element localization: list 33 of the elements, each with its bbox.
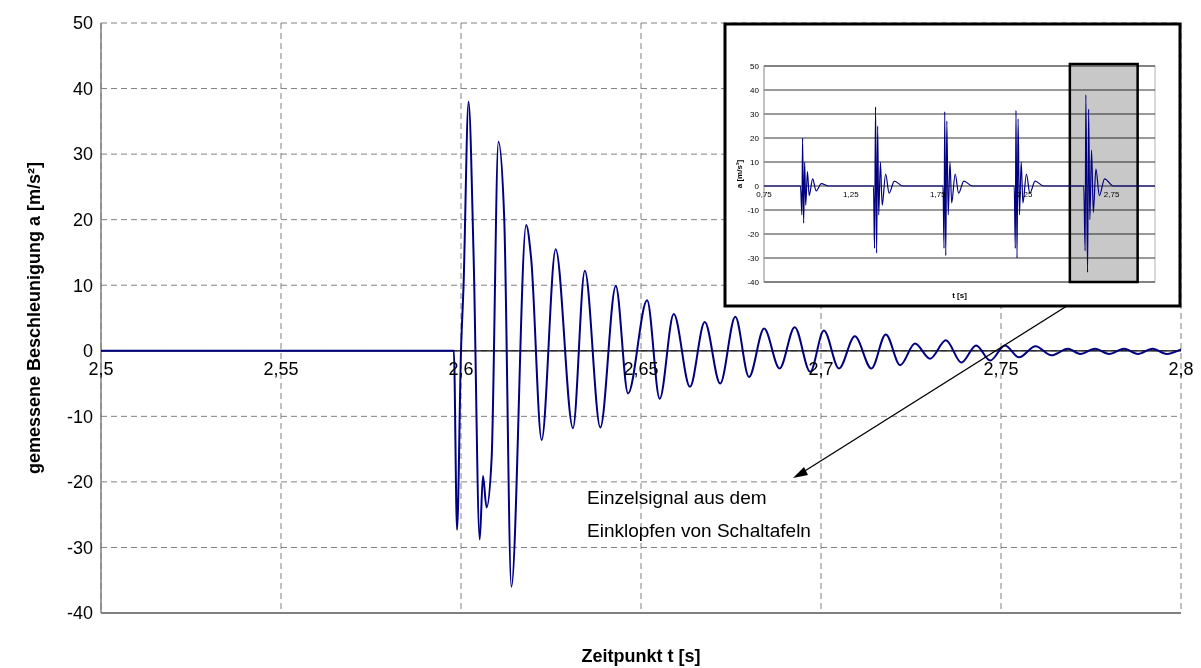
- y-tick-label: 10: [750, 157, 760, 167]
- x-tick-label: 1,25: [843, 189, 860, 199]
- y-tick-label: 40: [72, 78, 93, 99]
- x-axis-title: Zeitpunkt t [s]: [581, 646, 701, 666]
- y-axis-title: gemessene Beschleunigung a [m/s²]: [24, 161, 44, 475]
- y-tick-label: 10: [72, 275, 93, 296]
- y-tick-label: 20: [72, 209, 93, 230]
- y-tick-label: 50: [750, 61, 760, 71]
- y-tick-label: 0: [754, 181, 760, 191]
- y-axis-title: a [m/s²]: [735, 159, 744, 189]
- x-axis-title: t [s]: [952, 291, 968, 300]
- y-tick-label: -40: [747, 277, 760, 287]
- x-tick-label: 2,5: [88, 359, 114, 380]
- y-tick-label: 0: [82, 341, 93, 362]
- y-tick-label: 30: [72, 144, 93, 165]
- y-tick-label: -30: [747, 253, 760, 263]
- y-tick-label: -20: [747, 229, 760, 239]
- x-tick-label: 2,55: [263, 359, 299, 380]
- y-tick-label: 30: [750, 109, 760, 119]
- y-tick-label: 40: [750, 85, 760, 95]
- y-tick-label: -20: [66, 472, 93, 493]
- y-tick-label: -40: [66, 603, 93, 624]
- x-tick-label: 2,7: [808, 359, 834, 380]
- y-tick-label: -10: [747, 205, 760, 215]
- x-tick-label: 2,75: [983, 359, 1019, 380]
- y-tick-label: 20: [750, 133, 760, 143]
- y-tick-label: 50: [72, 13, 93, 34]
- x-tick-label: 0,75: [756, 189, 773, 199]
- y-tick-label: -10: [66, 406, 93, 427]
- annotation: Einzelsignal aus dem Einklopfen von Schaltafeln: [587, 487, 811, 541]
- y-tick-label: -30: [66, 537, 93, 558]
- x-tick-label: 2,8: [1168, 359, 1194, 380]
- x-tick-label: 2,75: [1103, 189, 1120, 199]
